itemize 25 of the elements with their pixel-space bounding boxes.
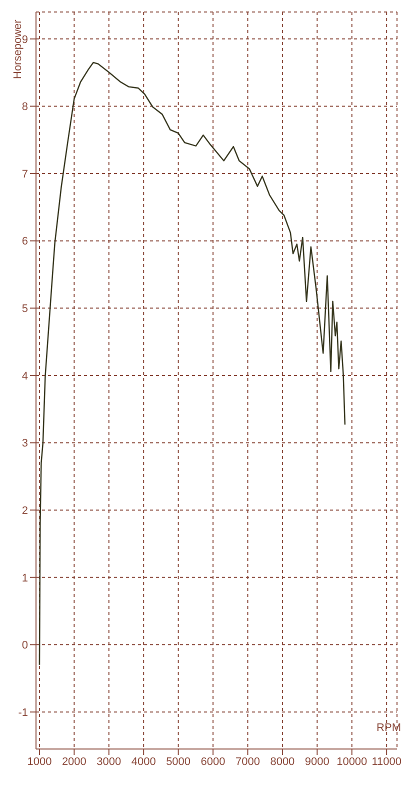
x-tick-label: 10000	[336, 756, 368, 768]
line-series	[38, 62, 346, 666]
x-axis-title: RPM	[376, 722, 401, 734]
x-tick-label: 11000	[372, 756, 402, 768]
y-tick-label: -1	[18, 706, 28, 719]
x-tick-label: 5000	[166, 756, 191, 768]
y-axis-title: Horsepower	[12, 19, 24, 79]
y-tick-label: 9	[22, 34, 28, 46]
y-tick-label: 8	[22, 101, 28, 114]
x-tick-label: 9000	[304, 756, 330, 768]
x-tick-label: 1000	[27, 756, 52, 768]
y-tick-label: 2	[22, 504, 28, 517]
y-tick-label: 4	[22, 370, 28, 382]
y-tick-label: 7	[22, 168, 28, 180]
x-tick-label: 8000	[270, 756, 295, 768]
x-tick-label: 2000	[62, 756, 86, 768]
x-tick-label: 7000	[236, 756, 260, 768]
x-tick-label: 6000	[200, 756, 226, 768]
y-tick-label: 5	[22, 303, 28, 316]
y-tick-label: 0	[22, 640, 28, 652]
x-tick-label: 3000	[96, 756, 122, 768]
y-tick-label: 1	[22, 572, 28, 584]
y-tick-label: 6	[22, 236, 28, 248]
x-tick-label: 4000	[131, 756, 156, 768]
y-tick-label: 3	[22, 438, 28, 450]
